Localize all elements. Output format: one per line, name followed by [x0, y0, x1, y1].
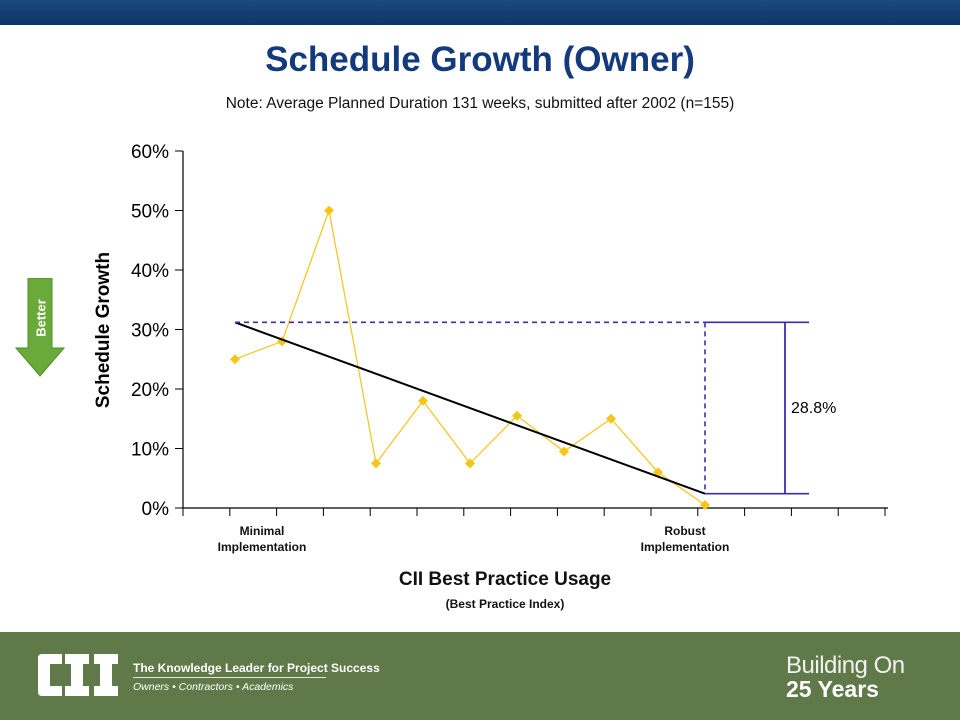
data-point — [418, 395, 428, 406]
footer-tagline: The Knowledge Leader for Project Success — [133, 661, 380, 675]
better-arrow-icon — [14, 278, 66, 377]
data-point — [465, 458, 475, 469]
anniversary-line2: 25 Years — [786, 676, 879, 702]
data-point — [559, 446, 569, 457]
category-label-robust: Robust Implementation — [615, 523, 755, 555]
data-point — [324, 205, 334, 216]
category-label-minimal: Minimal Implementation — [192, 523, 332, 555]
schedule-growth-chart: 0% 10% 20% 30% 40% 50% 60% 28.8% — [131, 142, 888, 520]
category-label-robust-text: Robust Implementation — [640, 524, 730, 554]
x-axis-label: CII Best Practice Usage — [398, 569, 612, 590]
data-point — [230, 354, 240, 365]
y-tick-label: 50% — [131, 202, 169, 223]
better-label: Better — [33, 299, 49, 337]
footer-band — [0, 632, 960, 720]
category-label-minimal-text: Minimal Implementation — [217, 524, 307, 554]
top-banner — [0, 0, 960, 25]
cii-logo-icon — [38, 654, 118, 696]
y-tick-label: 20% — [131, 380, 169, 401]
trend-line — [234, 321, 706, 495]
page-title: Schedule Growth (Owner) — [265, 40, 695, 79]
tagline-divider — [133, 677, 326, 678]
y-tick-label: 60% — [131, 142, 169, 163]
data-point — [512, 410, 522, 421]
anniversary-line1: Building On — [786, 652, 905, 679]
y-tick-label: 0% — [142, 499, 170, 520]
chart-note: Note: Average Planned Duration 131 weeks… — [225, 95, 735, 112]
x-axis-sublabel: (Best Practice Index) — [445, 597, 565, 611]
data-point — [606, 413, 616, 424]
annotation-label: 28.8% — [791, 400, 836, 417]
data-point — [700, 500, 710, 511]
y-tick-label: 40% — [131, 261, 169, 282]
y-tick-label: 30% — [131, 321, 169, 342]
footer-subtagline: Owners • Contractors • Academics — [133, 681, 294, 693]
y-axis-label: Schedule Growth — [93, 251, 114, 409]
data-point — [371, 458, 381, 469]
y-tick-label: 10% — [131, 440, 169, 461]
